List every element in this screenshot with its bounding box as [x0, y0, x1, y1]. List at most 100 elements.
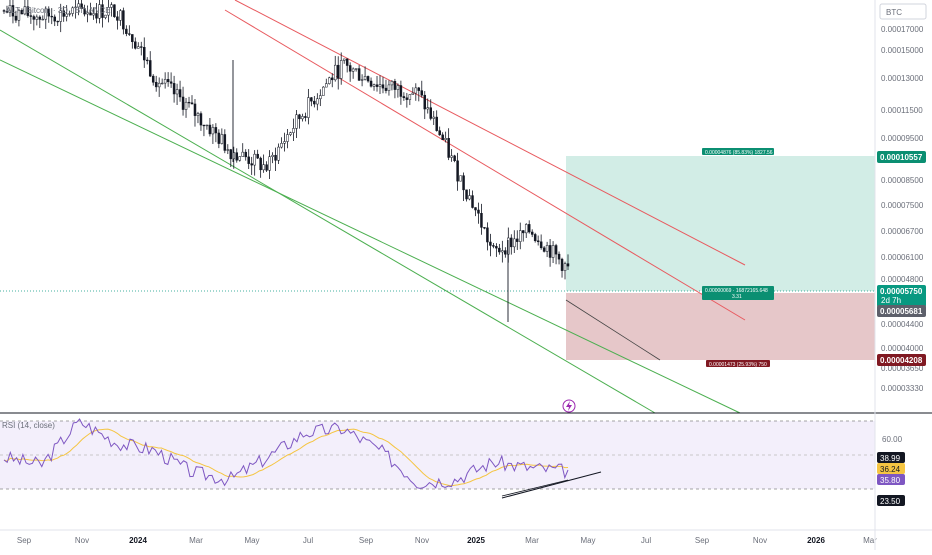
candle-body	[504, 250, 507, 255]
lightning-icon[interactable]	[562, 399, 576, 413]
candle-body	[360, 79, 364, 81]
rsi-value-badge	[877, 474, 905, 485]
price-axis[interactable]: 0.000190000.000170000.000150000.00013000…	[881, 7, 924, 393]
candle-body	[68, 13, 71, 15]
target-price-badge	[877, 151, 926, 163]
candle-body	[148, 60, 152, 77]
candle-body	[65, 13, 68, 17]
candle-body	[268, 156, 271, 171]
candle-body	[384, 87, 388, 91]
candle-body	[95, 13, 98, 19]
candle-body	[408, 94, 412, 100]
candle-body	[250, 163, 253, 166]
candle-body	[301, 116, 304, 120]
entry-price-badge	[877, 305, 926, 317]
candle-body	[295, 114, 298, 129]
candle-body	[510, 237, 513, 248]
rsi-trendline[interactable]	[501, 471, 602, 499]
candle-body	[83, 8, 86, 15]
time-label: Mar	[189, 536, 203, 545]
candle-body	[53, 16, 56, 22]
candle-body	[2, 10, 6, 12]
candle-body	[47, 8, 51, 17]
candle-body	[462, 175, 465, 191]
candle-body	[217, 132, 221, 144]
candle-body	[477, 209, 480, 214]
candle-body	[11, 5, 15, 17]
candle-body	[119, 10, 122, 21]
time-label: Sep	[359, 536, 374, 545]
candle-body	[220, 134, 224, 144]
candle-body	[128, 33, 131, 35]
candle-body	[122, 10, 125, 30]
rsi-value-text: 35.80	[880, 476, 901, 485]
candle-body	[98, 4, 101, 19]
target-label-box[interactable]	[702, 148, 774, 155]
candle-body	[229, 149, 233, 160]
price-tick: 0.00009500	[881, 134, 924, 143]
projection-line[interactable]	[565, 299, 661, 361]
currency-badge-text: BTC	[886, 8, 902, 17]
candle-body	[172, 83, 176, 95]
candle-body	[244, 151, 247, 158]
candle-body	[238, 156, 241, 161]
candle-body	[319, 95, 322, 100]
candle-body	[23, 6, 27, 15]
candle-body	[41, 18, 45, 21]
candle-body	[26, 6, 30, 16]
candle-body	[530, 231, 534, 235]
candle-body	[435, 116, 438, 131]
candle-body	[110, 4, 113, 8]
candle-body	[495, 246, 498, 249]
candle-body	[402, 96, 406, 99]
candle-body	[292, 128, 295, 133]
center-label-box[interactable]	[702, 286, 774, 300]
candle-body	[307, 97, 310, 118]
candle-body	[354, 68, 358, 70]
current-price-text: 0.00005750	[880, 287, 923, 296]
candle-body	[14, 15, 18, 21]
green-channel-mid[interactable]	[0, 59, 741, 414]
candle-body	[17, 10, 21, 21]
currency-badge[interactable]	[879, 3, 927, 20]
stop-zone[interactable]	[566, 293, 875, 360]
candle-body	[160, 82, 164, 85]
stop-label-box[interactable]	[706, 360, 770, 367]
rsi-ma-text: 36.24	[880, 465, 901, 474]
candle-body	[539, 241, 543, 249]
candle-body	[184, 101, 188, 110]
candle-body	[77, 3, 80, 8]
candle-body	[348, 65, 352, 72]
candle-body	[140, 46, 143, 48]
candle-body	[262, 164, 265, 171]
candle-body	[286, 134, 289, 142]
candle-body	[519, 230, 522, 242]
candle-body	[363, 76, 367, 80]
time-axis[interactable]: Sep Nov 2024 Mar May Jul Sep Nov 2025 Mar May Jul Se…	[17, 536, 877, 545]
candle-body	[557, 253, 561, 260]
candle-body	[372, 84, 376, 87]
target-zone[interactable]	[566, 156, 875, 291]
price-tick: 0.00013000	[881, 74, 924, 83]
candle-body	[545, 245, 549, 252]
stop-label: 0.00001473 (25.93%) 750	[709, 362, 767, 368]
time-label: May	[580, 536, 595, 545]
candle-body	[125, 28, 128, 34]
candle-body	[143, 47, 146, 61]
center-label-1: 0.00000069 · 16872165.648	[705, 288, 768, 294]
time-label: Jul	[641, 536, 651, 545]
candle-body	[527, 224, 531, 233]
red-channel-upper[interactable]	[234, 0, 746, 266]
candle-body	[399, 85, 403, 97]
candle-body	[459, 175, 462, 182]
price-tick: 0.00004800	[881, 275, 924, 284]
rsi-upper-text: 38.99	[880, 454, 901, 463]
candle-body	[456, 160, 459, 182]
candle-body	[289, 132, 292, 135]
rsi-ma-line[interactable]	[3, 428, 569, 487]
green-channel-upper[interactable]	[0, 29, 656, 414]
red-channel-lower[interactable]	[224, 9, 746, 321]
rsi-line[interactable]	[3, 418, 569, 489]
